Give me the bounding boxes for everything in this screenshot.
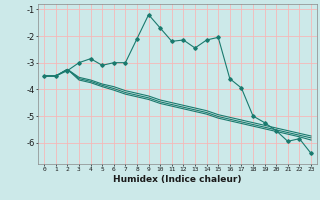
- X-axis label: Humidex (Indice chaleur): Humidex (Indice chaleur): [113, 175, 242, 184]
